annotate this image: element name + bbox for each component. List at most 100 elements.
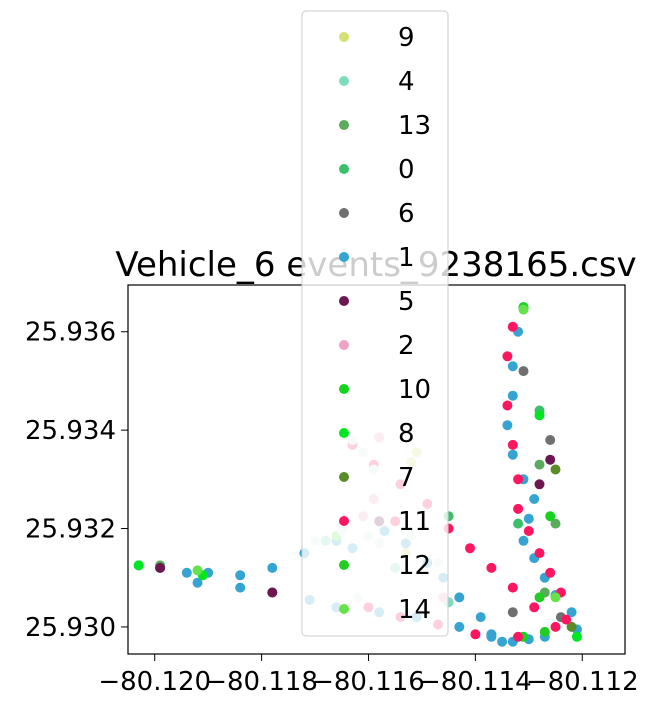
data-point-series-5-3 bbox=[267, 587, 278, 598]
legend-marker bbox=[339, 208, 349, 218]
legend-item-4: 4 bbox=[339, 67, 415, 97]
legend-label: 8 bbox=[398, 419, 415, 449]
data-point-series-11-16 bbox=[502, 400, 513, 411]
x-tick-label: −80.114 bbox=[419, 667, 532, 697]
data-point-series-1-43 bbox=[497, 636, 508, 647]
legend-label: 1 bbox=[398, 243, 415, 273]
y-tick-label: 25.930 bbox=[25, 613, 116, 643]
legend-label: 4 bbox=[398, 67, 415, 97]
legend-item-2: 2 bbox=[339, 331, 415, 361]
data-point-series-11-24 bbox=[507, 321, 518, 332]
y-tick-label: 25.936 bbox=[25, 318, 116, 348]
data-point-series-8-0 bbox=[133, 560, 144, 571]
legend-item-14: 14 bbox=[339, 595, 431, 625]
data-point-series-1-18 bbox=[475, 612, 486, 623]
legend-label: 10 bbox=[398, 375, 431, 405]
legend-label: 0 bbox=[398, 155, 415, 185]
legend-label: 2 bbox=[398, 331, 415, 361]
data-point-series-7-0 bbox=[550, 464, 561, 475]
data-point-series-11-8 bbox=[529, 602, 540, 613]
legend-items: 9 4 13 0 6 1 5 2 10 8 7 11 12 14 bbox=[339, 23, 431, 625]
data-point-series-11-22 bbox=[545, 567, 556, 578]
data-point-series-8-3 bbox=[571, 631, 582, 642]
data-point-series-11-5 bbox=[465, 543, 475, 554]
x-tick-label: −80.112 bbox=[526, 667, 639, 697]
y-tick-label: 25.932 bbox=[25, 515, 116, 545]
data-point-series-11-21 bbox=[534, 548, 545, 559]
legend-box bbox=[301, 10, 449, 637]
data-point-series-1-5 bbox=[507, 449, 518, 460]
legend-marker bbox=[339, 76, 349, 86]
data-point-series-13-0 bbox=[534, 459, 545, 470]
legend-item-0: 0 bbox=[339, 155, 415, 185]
data-point-series-11-25 bbox=[561, 614, 572, 625]
legend-label: 6 bbox=[398, 199, 415, 229]
legend-marker bbox=[339, 560, 349, 570]
legend-label: 12 bbox=[398, 551, 431, 581]
legend-marker bbox=[339, 296, 349, 306]
legend-marker bbox=[339, 120, 349, 130]
legend-label: 5 bbox=[398, 287, 415, 317]
data-point-series-11-6 bbox=[486, 562, 497, 573]
data-point-series-11-10 bbox=[513, 631, 524, 642]
legend-marker bbox=[339, 340, 349, 350]
data-point-series-11-17 bbox=[507, 439, 518, 450]
data-point-series-1-2 bbox=[507, 361, 518, 372]
legend-label: 11 bbox=[398, 507, 431, 537]
legend: 9 4 13 0 6 1 5 2 10 8 7 11 12 14 bbox=[301, 10, 449, 637]
x-tick-label: −80.120 bbox=[98, 667, 211, 697]
legend-marker bbox=[339, 164, 349, 174]
data-point-series-7-1 bbox=[566, 621, 577, 632]
x-tick-label: −80.116 bbox=[312, 667, 425, 697]
legend-item-10: 10 bbox=[339, 375, 431, 405]
data-point-series-1-40 bbox=[454, 621, 465, 632]
data-point-series-1-7 bbox=[529, 494, 540, 504]
legend-item-11: 11 bbox=[339, 507, 431, 537]
data-point-series-1-8 bbox=[523, 513, 534, 524]
data-point-series-11-18 bbox=[513, 474, 524, 485]
data-point-series-12-1 bbox=[539, 626, 550, 637]
legend-item-12: 12 bbox=[339, 551, 431, 581]
data-point-series-1-34 bbox=[235, 582, 246, 593]
data-point-series-12-0 bbox=[534, 592, 545, 603]
legend-label: 7 bbox=[398, 463, 415, 493]
data-point-series-1-27 bbox=[267, 562, 278, 573]
legend-label: 14 bbox=[398, 595, 431, 625]
data-point-series-5-4 bbox=[155, 562, 166, 573]
legend-marker bbox=[339, 428, 349, 438]
data-point-series-11-11 bbox=[470, 629, 481, 640]
data-point-series-14-0 bbox=[518, 304, 529, 315]
ticks-layer: −80.120−80.118−80.116−80.114−80.112 25.93… bbox=[25, 318, 639, 697]
data-point-series-0-0 bbox=[513, 518, 524, 529]
legend-item-9: 9 bbox=[339, 23, 415, 53]
legend-label: 13 bbox=[398, 111, 431, 141]
legend-item-6: 6 bbox=[339, 199, 415, 229]
legend-label: 9 bbox=[398, 23, 415, 53]
data-point-series-11-7 bbox=[507, 582, 518, 593]
y-tick-label: 25.934 bbox=[25, 416, 116, 446]
legend-marker bbox=[339, 472, 349, 482]
data-point-series-6-0 bbox=[518, 366, 529, 377]
data-point-series-1-33 bbox=[192, 577, 203, 588]
data-point-series-10-2 bbox=[545, 511, 556, 522]
data-point-series-1-3 bbox=[507, 390, 518, 401]
data-point-series-1-13 bbox=[566, 607, 577, 618]
data-point-series-6-3 bbox=[507, 607, 518, 618]
data-point-series-11-15 bbox=[502, 351, 513, 362]
data-point-series-11-9 bbox=[550, 621, 561, 632]
legend-marker bbox=[339, 252, 349, 262]
data-point-series-5-1 bbox=[534, 479, 545, 490]
data-point-series-14-2 bbox=[192, 565, 203, 576]
data-point-series-6-1 bbox=[545, 435, 556, 445]
legend-marker bbox=[339, 604, 349, 614]
data-point-series-11-19 bbox=[513, 503, 524, 514]
legend-item-8: 8 bbox=[339, 419, 415, 449]
data-point-series-1-28 bbox=[235, 570, 246, 581]
data-point-series-8-2 bbox=[534, 410, 545, 421]
x-tick-label: −80.118 bbox=[205, 667, 318, 697]
data-point-series-5-0 bbox=[545, 454, 556, 465]
data-point-series-14-1 bbox=[550, 592, 561, 603]
data-point-series-13-1 bbox=[550, 518, 561, 529]
legend-item-1: 1 bbox=[339, 243, 415, 273]
